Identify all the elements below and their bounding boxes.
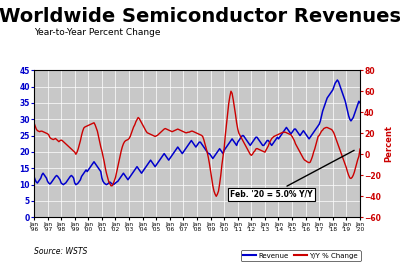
Y-axis label: Percent: Percent [384,125,393,162]
Text: Year-to-Year Percent Change: Year-to-Year Percent Change [34,28,160,37]
Text: Feb. '20 = 5.0% Y/Y: Feb. '20 = 5.0% Y/Y [230,150,354,199]
Legend: Revenue, Y/Y % Change: Revenue, Y/Y % Change [241,250,360,261]
Text: Source: WSTS: Source: WSTS [34,247,87,256]
Text: Worldwide Semiconductor Revenues: Worldwide Semiconductor Revenues [0,7,400,26]
